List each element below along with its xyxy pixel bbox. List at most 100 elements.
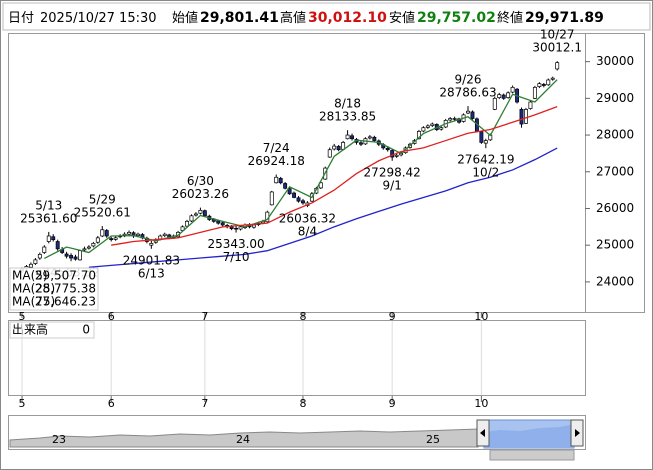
annotation-date: 10/2 xyxy=(472,166,499,180)
candle-body xyxy=(501,94,506,99)
candle-body xyxy=(158,235,163,240)
open-value: 29,801.41 xyxy=(200,10,279,26)
ma-line xyxy=(44,79,558,259)
candle-body xyxy=(122,233,127,236)
annotation-date: 8/18 xyxy=(334,97,361,111)
candle-body xyxy=(46,235,51,242)
candle-body xyxy=(327,149,332,158)
candle-body xyxy=(100,229,105,237)
annotation-date: 7/10 xyxy=(223,250,250,264)
candle-body xyxy=(73,256,78,260)
candle-body xyxy=(372,136,377,141)
candle-body xyxy=(524,109,528,124)
header-text: 日付 2025/10/27 15:30 始値 29,801.41 高値 30,0… xyxy=(8,10,604,27)
candle-body xyxy=(528,101,533,109)
candle-body xyxy=(439,127,444,130)
candle-body xyxy=(483,140,488,144)
candle-body xyxy=(78,250,82,261)
candle-body xyxy=(113,237,118,240)
annotation-price: 26023.26 xyxy=(172,187,229,201)
y-tick-label: 24000 xyxy=(596,274,634,288)
y-tick-label: 30000 xyxy=(596,54,634,68)
candle-body xyxy=(497,94,502,98)
y-tick-label: 26000 xyxy=(596,201,634,215)
candle-body xyxy=(385,147,390,151)
candle-body xyxy=(202,210,207,217)
candle-body xyxy=(301,200,305,204)
annotation-price: 24901.83 xyxy=(123,253,180,267)
volume-legend xyxy=(9,321,95,339)
annotation-date: 6/13 xyxy=(138,266,165,280)
candle-body xyxy=(274,176,279,184)
navigator-selection-area xyxy=(484,424,574,448)
high-label: 高値 xyxy=(280,10,306,26)
candle-body xyxy=(292,192,297,198)
annotation-price: 28786.63 xyxy=(439,86,496,100)
header-bar xyxy=(2,2,651,31)
annotation-date: 8/4 xyxy=(298,225,317,239)
annotation-date: 5/13 xyxy=(35,198,62,212)
x-tick-label: 7 xyxy=(201,397,208,410)
candle-body xyxy=(69,255,74,259)
year-label: 24 xyxy=(236,433,250,446)
candle-body xyxy=(95,237,100,243)
low-value: 29,757.02 xyxy=(417,10,496,26)
candle-body xyxy=(269,191,274,206)
x-tick-label: 6 xyxy=(108,397,115,410)
x-tick-label: 8 xyxy=(299,310,306,323)
annotation-price: 28133.85 xyxy=(319,110,376,124)
candle-body xyxy=(278,178,283,184)
candle-body xyxy=(104,230,109,237)
candle-body xyxy=(550,77,555,80)
candle-body xyxy=(86,246,91,249)
annotation-date: 5/29 xyxy=(89,193,116,207)
legend-value: 27,646.23 xyxy=(35,295,96,309)
candle-body xyxy=(479,131,484,143)
candle-body xyxy=(287,188,292,195)
candle-body xyxy=(136,233,140,236)
close-label: 終値 xyxy=(497,10,523,26)
annotation-date: 9/1 xyxy=(383,178,402,192)
candle-body xyxy=(537,83,542,87)
candle-body xyxy=(189,215,194,222)
y-tick-label: 28000 xyxy=(596,128,634,142)
candle-body xyxy=(198,209,203,214)
candle-body xyxy=(33,259,38,264)
scrollbar-thumb[interactable] xyxy=(489,449,575,461)
annotation-price: 25361.60 xyxy=(20,211,77,225)
candle-body xyxy=(296,197,301,202)
candle-body xyxy=(64,253,69,257)
candle-body xyxy=(532,86,537,99)
candle-body xyxy=(519,109,524,125)
candle-body xyxy=(162,233,167,236)
candle-body xyxy=(452,118,457,120)
annotation-price: 27298.42 xyxy=(364,165,421,179)
candle-body xyxy=(470,111,475,119)
year-label: 23 xyxy=(52,433,66,446)
candle-body xyxy=(51,236,56,241)
x-tick-label: 5 xyxy=(19,310,26,323)
x-tick-label: 5 xyxy=(19,397,26,410)
legend-name: MA(75) xyxy=(12,295,55,309)
annotation-date: 10/27 xyxy=(540,28,575,42)
x-tick-label: 9 xyxy=(389,397,396,410)
candle-body xyxy=(283,183,288,189)
candle-body xyxy=(234,227,239,230)
candle-body xyxy=(82,248,87,251)
candle-body xyxy=(216,220,221,224)
date-label: 日付 xyxy=(8,11,34,26)
annotation-price: 30012.1 xyxy=(532,41,582,55)
navigator-history xyxy=(9,428,479,448)
candle-body xyxy=(448,118,453,121)
ma-line xyxy=(111,105,558,246)
candle-body xyxy=(238,226,243,230)
candle-body xyxy=(251,224,256,228)
candle-body xyxy=(193,213,198,216)
legend-value: 29,507.70 xyxy=(35,269,96,283)
x-tick-label: 10 xyxy=(474,397,488,410)
annotation-price: 26924.18 xyxy=(248,154,305,168)
legend-name: MA(25) xyxy=(12,282,55,296)
y-tick-label: 27000 xyxy=(596,164,634,178)
candle-body xyxy=(332,145,337,150)
